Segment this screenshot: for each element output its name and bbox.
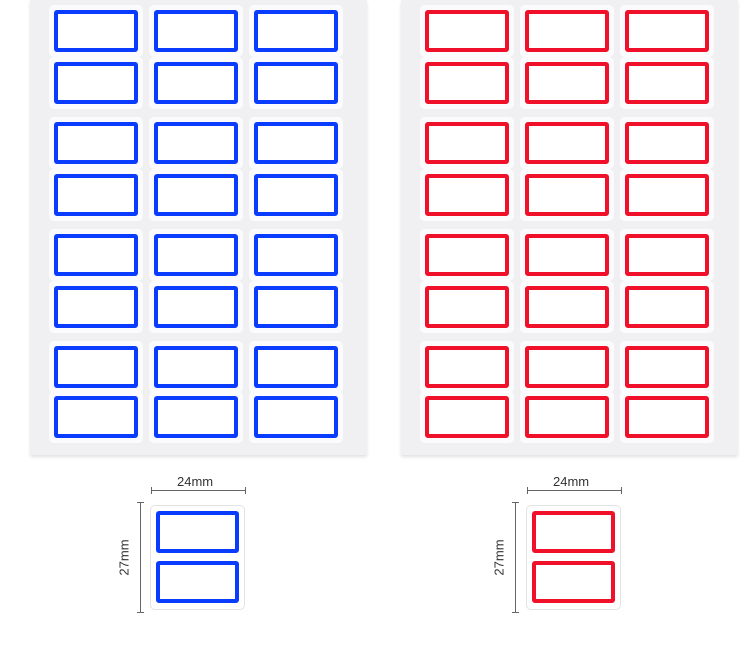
red-border-label (532, 561, 615, 603)
red-border-label (625, 234, 709, 276)
blue-border-label (54, 346, 138, 388)
red-border-label (525, 122, 609, 164)
blue-border-label (154, 234, 238, 276)
red-border-label (425, 62, 509, 104)
red-border-label (532, 511, 615, 553)
red-border-label (525, 234, 609, 276)
red-border-label (525, 346, 609, 388)
blue-border-label (154, 62, 238, 104)
height-label: 27mm (491, 539, 507, 576)
width-dimension-line (527, 490, 621, 491)
red-border-label (625, 62, 709, 104)
blue-border-label (156, 561, 239, 603)
blue-border-label (254, 346, 338, 388)
blue-label-sheet (30, 0, 367, 455)
red-border-label (525, 396, 609, 438)
red-border-label (525, 174, 609, 216)
sample-label-pair (526, 505, 621, 610)
blue-border-label (254, 10, 338, 52)
blue-border-label (254, 396, 338, 438)
width-dimension-tick (245, 487, 246, 494)
width-dimension-line (151, 490, 245, 491)
height-dimension-line (515, 502, 516, 612)
height-dimension-line (140, 502, 141, 612)
blue-border-label (154, 346, 238, 388)
blue-border-label (154, 122, 238, 164)
width-dimension-tick (151, 487, 152, 494)
red-border-label (625, 174, 709, 216)
blue-border-label (154, 286, 238, 328)
blue-border-label (154, 174, 238, 216)
red-border-label (425, 346, 509, 388)
red-border-label (525, 62, 609, 104)
height-dimension-tick (137, 502, 144, 503)
blue-border-label (54, 286, 138, 328)
height-dimension-tick (512, 502, 519, 503)
blue-border-label (154, 396, 238, 438)
blue-border-label (254, 62, 338, 104)
blue-border-label (54, 10, 138, 52)
red-border-label (625, 396, 709, 438)
blue-border-label (154, 10, 238, 52)
red-border-label (625, 346, 709, 388)
blue-border-label (254, 234, 338, 276)
red-border-label (525, 10, 609, 52)
width-label: 24mm (177, 474, 214, 489)
blue-border-label (254, 122, 338, 164)
height-dimension-tick (137, 612, 144, 613)
blue-border-label (54, 396, 138, 438)
red-border-label (625, 122, 709, 164)
width-dimension-tick (621, 487, 622, 494)
red-border-label (625, 286, 709, 328)
red-label-sheet (401, 0, 738, 455)
blue-border-label (54, 174, 138, 216)
red-border-label (425, 174, 509, 216)
height-label: 27mm (116, 539, 132, 576)
sample-label-pair (150, 505, 245, 610)
red-border-label (525, 286, 609, 328)
red-border-label (425, 396, 509, 438)
blue-border-label (254, 174, 338, 216)
blue-border-label (54, 62, 138, 104)
blue-border-label (156, 511, 239, 553)
red-border-label (425, 234, 509, 276)
red-border-label (425, 10, 509, 52)
blue-border-label (54, 234, 138, 276)
red-border-label (425, 122, 509, 164)
width-dimension-tick (527, 487, 528, 494)
red-border-label (425, 286, 509, 328)
blue-border-label (54, 122, 138, 164)
blue-border-label (254, 286, 338, 328)
red-border-label (625, 10, 709, 52)
width-label: 24mm (553, 474, 590, 489)
height-dimension-tick (512, 612, 519, 613)
